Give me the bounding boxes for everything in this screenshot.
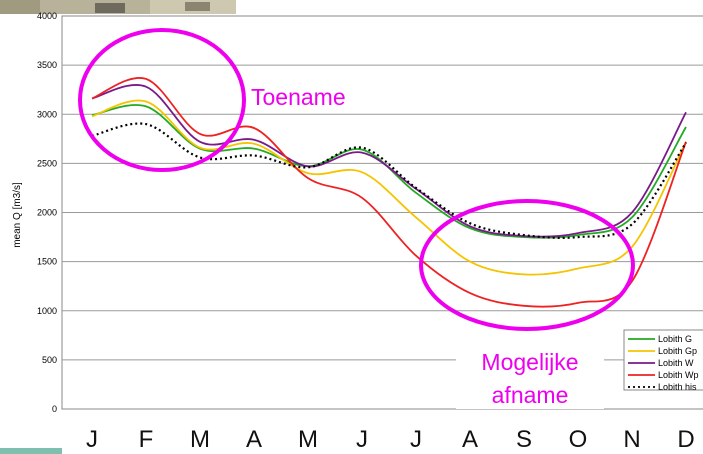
y-tick-label: 1500	[37, 257, 57, 267]
x-tick-label: N	[623, 426, 640, 453]
footer-accent-bar	[0, 448, 62, 454]
y-tick-label: 0	[52, 404, 57, 414]
legend-box	[623, 329, 703, 391]
x-tick-label: O	[569, 426, 588, 453]
legend-label: Lobith W	[658, 358, 694, 368]
x-tick-label: J	[410, 426, 422, 453]
x-tick-label: F	[139, 426, 154, 453]
photo-strip	[0, 0, 236, 14]
series-line-lobith-w	[91, 84, 687, 238]
annotation-ellipse-afname	[419, 199, 635, 331]
plot-area: 0 500 1000 1500 2000 2500 3000 3500 4000	[37, 11, 703, 414]
data-series	[91, 77, 687, 308]
legend: Lobith G Lobith Gp Lobith W Lobith Wp Lobith…	[623, 329, 703, 392]
y-tick-labels: 0 500 1000 1500 2000 2500 3000 3500 4000	[37, 11, 57, 414]
photo-strip-image	[0, 0, 236, 14]
series-line-lobith-wp	[91, 77, 687, 308]
y-tick-label: 3500	[37, 60, 57, 70]
legend-label: Lobith his	[658, 382, 697, 392]
legend-label: Lobith Wp	[658, 370, 699, 380]
series-line-lobith-his	[91, 122, 687, 239]
x-tick-label: S	[516, 426, 532, 453]
series-line-lobith-gp	[91, 99, 687, 276]
annotation-mogelijke: Mogelijke	[481, 349, 578, 375]
annotation-afname-background	[456, 345, 604, 409]
y-tick-label: 2500	[37, 158, 57, 168]
x-tick-label: D	[677, 426, 694, 453]
annotation-afname: afname	[492, 382, 569, 408]
y-tick-label: 1000	[37, 306, 57, 316]
x-tick-label: J	[356, 426, 368, 453]
x-tick-label: A	[246, 426, 262, 453]
x-tick-label: M	[190, 426, 210, 453]
y-tick-label: 500	[42, 355, 57, 365]
x-tick-label: J	[86, 426, 98, 453]
annotation-toename: Toename	[251, 84, 346, 110]
x-tick-label: M	[298, 426, 318, 453]
annotation-ellipse-toename	[78, 28, 246, 172]
y-tick-label: 2000	[37, 208, 57, 218]
y-tick-label: 4000	[37, 11, 57, 21]
legend-label: Lobith Gp	[658, 346, 697, 356]
gridlines	[62, 64, 703, 361]
y-axis-label: mean Q [m3/s]	[12, 182, 23, 248]
x-tick-label: A	[462, 426, 478, 453]
legend-label: Lobith G	[658, 334, 692, 344]
y-tick-label: 3000	[37, 109, 57, 119]
